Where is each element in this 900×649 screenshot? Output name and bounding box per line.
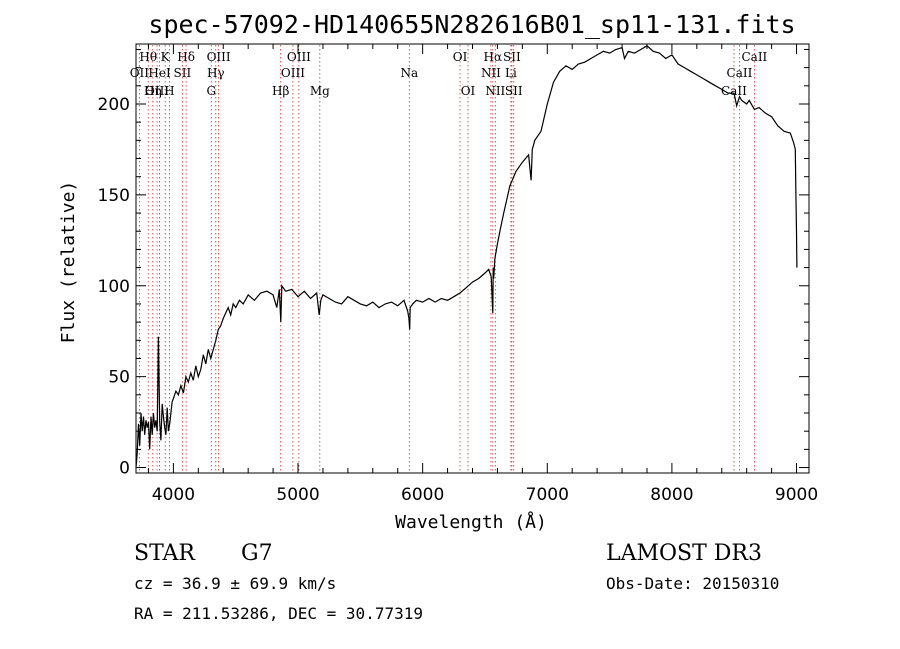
line-label-12: OIII	[287, 50, 311, 64]
y-tick-label-3: 150	[98, 186, 130, 206]
redshift-cz: cz = 36.9 ± 69.9 km/s	[134, 574, 336, 593]
line-label-14: Hβ	[272, 84, 289, 98]
line-label-2: OIII	[145, 84, 169, 98]
line-label-0: Hθ	[139, 50, 157, 64]
line-label-3: K	[161, 50, 171, 64]
line-label-6: Hδ	[177, 50, 195, 64]
x-axis-label: Wavelength (Å)	[395, 511, 547, 533]
x-tick-label-2: 6000	[401, 485, 444, 505]
line-label-23: NII	[485, 84, 505, 98]
y-tick-label-1: 50	[108, 368, 130, 388]
line-label-15: Mg	[310, 84, 330, 98]
x-tick-label-1: 5000	[276, 485, 319, 505]
y-tick-label-0: 0	[119, 459, 130, 479]
spectrum-line	[135, 45, 798, 468]
x-tick-label-3: 7000	[526, 485, 569, 505]
line-label-20: SII	[503, 50, 521, 64]
line-label-27: CaII	[721, 84, 747, 98]
line-label-1: OII	[130, 66, 150, 80]
spectral-subclass: G7	[241, 541, 273, 566]
line-label-18: OI	[461, 84, 476, 98]
y-axis-label: Flux (relative)	[58, 181, 79, 344]
x-tick-label-5: 9000	[775, 485, 818, 505]
line-label-11: G	[206, 84, 216, 98]
line-label-16: Na	[400, 66, 418, 80]
line-label-9: OIII	[207, 50, 231, 64]
x-tick-label-0: 4000	[152, 485, 195, 505]
line-label-5: Hη	[144, 84, 162, 98]
y-tick-label-2: 100	[98, 277, 130, 297]
object-class: STAR	[134, 541, 196, 566]
line-label-17: OI	[453, 50, 468, 64]
line-label-24: SII	[505, 84, 523, 98]
line-label-26: CaII	[727, 66, 753, 80]
survey-name: LAMOST DR3	[606, 541, 762, 566]
observation-date: Obs-Date: 20150310	[606, 574, 779, 593]
line-label-25: CaII	[741, 50, 767, 64]
axes: 4000 5000 6000 7000 8000 9000 0 50 100 150 200	[98, 44, 818, 505]
line-label-13: OIII	[281, 66, 305, 80]
plot-frame	[135, 43, 810, 474]
ra-dec: RA = 211.53286, DEC = 30.77319	[134, 604, 423, 623]
line-label-21: NII	[481, 66, 501, 80]
line-label-19: Hα	[484, 50, 503, 64]
line-label-7: SII	[174, 66, 192, 80]
chart-title: spec-57092-HD140655N282616B01_sp11-131.f…	[148, 10, 795, 39]
line-label-8: H	[164, 84, 174, 98]
line-label-22: Li	[505, 66, 517, 80]
line-label-10: Hγ	[207, 66, 225, 80]
line-label-4: HeI	[148, 66, 171, 80]
y-tick-label-4: 200	[98, 95, 130, 115]
x-tick-label-4: 8000	[650, 485, 693, 505]
